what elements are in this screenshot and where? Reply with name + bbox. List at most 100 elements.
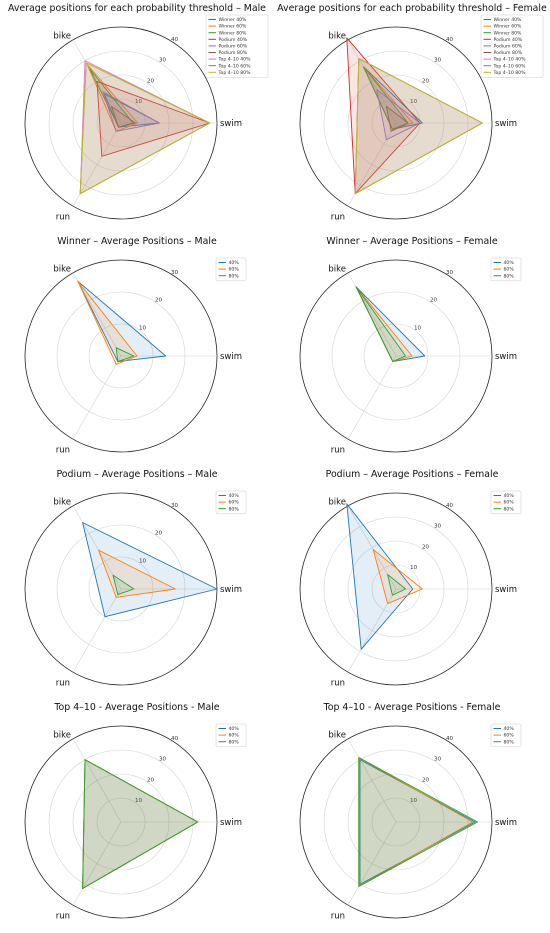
radial-tick-label: 40 [446,503,454,509]
legend-entry: Top 4–10 80% [218,70,252,76]
legend-entry: 80% [504,739,515,745]
legend-entry: Podium 80% [219,50,248,56]
legend-entry: Top 4–10 60% [493,63,527,69]
axis-label-run: run [331,212,345,222]
axis-spoke [72,355,122,440]
legend-entry: Top 4–10 80% [493,70,527,76]
series-polygon-1 [77,280,167,362]
legend-entry: 40% [504,726,515,732]
chart-title: Podium – Average Positions – Female [326,469,499,480]
axis-spoke [347,821,397,906]
legend-entry: Podium 40% [219,37,248,43]
series-polygon-2 [372,549,423,604]
radial-tick-label: 30 [434,524,442,530]
legend-box [490,723,522,748]
axis-label-swim: swim [220,818,242,828]
legend-box [215,257,247,282]
radial-tick-label: 40 [446,37,454,43]
legend-entry: 60% [229,500,240,506]
series-polygon-3 [115,347,135,362]
axis-label-swim: swim [495,585,517,595]
radial-tick-label: 20 [422,78,430,84]
radial-tick-label: 10 [139,325,147,331]
series-polygon-2 [98,549,176,598]
radial-tick-label: 20 [155,298,163,304]
legend-entry: 80% [504,506,515,512]
legend-entry: Top 4–10 40% [218,57,252,63]
radial-tick-label: 40 [171,37,179,43]
axis-label-bike: bike [328,264,346,274]
axis-label-swim: swim [495,119,517,129]
axis-label-run: run [56,911,70,921]
legend-box [215,490,247,515]
axis-label-swim: swim [220,352,242,362]
legend-box [480,14,544,78]
legend-entry: Podium 80% [494,50,523,56]
legend-entry: 60% [229,267,240,273]
axis-label-bike: bike [53,497,71,507]
legend-entry: 40% [229,493,240,499]
series-polygon-1 [82,522,218,618]
chart-title: Winner – Average Positions – Female [326,236,497,247]
radial-tick-label: 30 [434,58,442,64]
radial-tick-label: 10 [135,798,143,804]
radar-chart-6: Podium – Average Positions – Female swim b… [299,469,522,688]
radial-tick-label: 30 [434,757,442,763]
radial-tick-label: 10 [135,99,143,105]
axis-label-run: run [331,445,345,455]
radial-tick-label: 10 [414,325,422,331]
radar-chart-1: Average positions for each probability t… [8,3,269,222]
radial-tick-label: 20 [422,777,430,783]
radial-tick-label: 40 [171,736,179,742]
legend-box [490,490,522,515]
axis-label-run: run [56,445,70,455]
axis-spoke [72,588,122,673]
legend-entry: 60% [504,267,515,273]
series-polygon-3 [112,574,135,595]
axis-label-run: run [331,678,345,688]
series-polygon-3 [82,759,199,889]
axis-spoke [347,39,397,124]
radial-tick-label: 30 [446,270,454,276]
radial-tick-label: 30 [159,757,167,763]
series-polygon-3 [358,757,479,887]
series-polygon-4 [346,37,421,195]
radar-chart-5: Podium – Average Positions – Male swim bik… [24,469,247,688]
radial-tick-label: 20 [155,531,163,537]
series-polygon-6 [110,105,136,128]
radial-tick-label: 30 [171,503,179,509]
radial-tick-label: 10 [410,99,418,105]
chart-title: Top 4–10 - Average Positions - Male [53,702,219,713]
axis-label-swim: swim [495,818,517,828]
legend-entry: Podium 60% [219,44,248,50]
radar-chart-8: Top 4–10 - Average Positions - Female swi… [299,702,522,921]
axis-spoke [347,738,397,823]
legend-entry: Winner 60% [219,24,248,30]
radial-tick-label: 10 [139,558,147,564]
radar-chart-4: Winner – Average Positions – Female swim b… [299,236,522,455]
legend-entry: 40% [504,260,515,266]
axis-label-bike: bike [53,31,71,41]
legend-entry: 80% [229,739,240,745]
legend-entry: 80% [229,273,240,279]
series-polygon-1 [103,93,160,128]
legend-entry: Winner 40% [219,17,248,23]
legend-entry: 60% [504,733,515,739]
series-polygon-6 [385,105,409,132]
axis-spoke [72,122,122,207]
axis-label-bike: bike [328,730,346,740]
series-polygon-2 [77,280,138,365]
legend-entry: 60% [229,733,240,739]
axis-spoke [72,821,122,906]
axis-label-bike: bike [328,497,346,507]
legend-entry: Winner 80% [494,30,523,36]
series-polygon-9 [354,58,483,195]
radial-tick-label: 20 [147,777,155,783]
axis-label-bike: bike [328,31,346,41]
radial-tick-label: 30 [171,270,179,276]
axis-label-bike: bike [53,264,71,274]
radial-tick-label: 20 [147,78,155,84]
axis-label-swim: swim [495,352,517,362]
